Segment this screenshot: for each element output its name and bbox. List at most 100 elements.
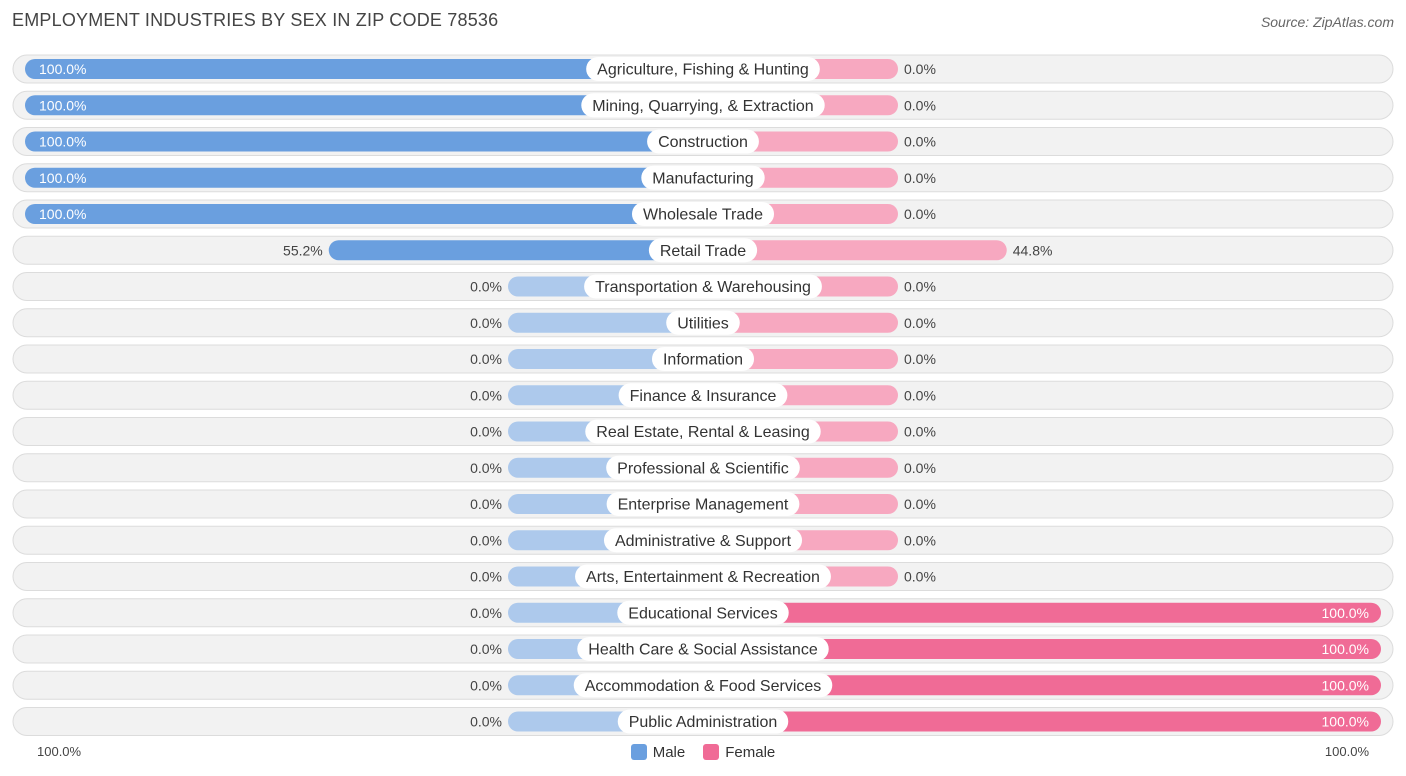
category-label-pill <box>631 202 775 226</box>
male-value-label: 0.0% <box>470 496 502 512</box>
category-label-pill <box>641 165 765 190</box>
female-value-label: 0.0% <box>904 97 936 113</box>
category-label: Mining, Quarrying, & Extraction <box>592 98 813 115</box>
female-value-label: 44.8% <box>1013 242 1053 258</box>
female-value-label: 0.0% <box>904 134 936 150</box>
category-label-pill <box>617 709 789 734</box>
category-label: Information <box>663 352 743 369</box>
female-value-label: 0.0% <box>904 496 936 512</box>
female-value-label: 0.0% <box>904 315 936 331</box>
female-value-label: 100.0% <box>1322 714 1369 730</box>
female-bar <box>703 675 1381 696</box>
category-label: Manufacturing <box>652 170 753 187</box>
female-value-label: 0.0% <box>904 460 936 476</box>
category-label-pill <box>606 492 800 516</box>
female-value-label: 0.0% <box>904 61 936 77</box>
female-value-label: 0.0% <box>904 532 936 548</box>
category-label-pill <box>586 57 820 81</box>
male-bar <box>508 312 703 333</box>
category-label: Educational Services <box>628 605 777 622</box>
category-label: Agriculture, Fishing & Hunting <box>597 62 809 79</box>
category-label: Professional & Scientific <box>617 460 789 477</box>
category-label: Wholesale Trade <box>643 207 763 224</box>
male-value-label: 0.0% <box>470 387 502 403</box>
category-label-pill <box>584 274 822 299</box>
male-value-label: 0.0% <box>470 641 502 657</box>
category-label-pill <box>575 564 831 589</box>
legend-swatch-female <box>703 744 720 760</box>
female-value-label: 0.0% <box>904 170 936 186</box>
chart-title: EMPLOYMENT INDUSTRIES BY SEX IN ZIP CODE… <box>12 10 499 30</box>
category-label-pill <box>666 310 740 335</box>
female-bar <box>703 312 898 333</box>
male-bar <box>25 59 703 79</box>
category-label: Arts, Entertainment & Recreation <box>586 569 820 586</box>
category-label: Public Administration <box>629 714 778 731</box>
female-value-label: 100.0% <box>1322 677 1369 693</box>
category-label-pill <box>573 673 833 698</box>
category-label-pill <box>581 93 825 118</box>
male-value-label: 0.0% <box>470 714 502 730</box>
category-label: Transportation & Warehousing <box>595 279 811 296</box>
male-value-label: 0.0% <box>470 279 502 295</box>
male-value-label: 100.0% <box>39 134 86 150</box>
chart-source: Source: ZipAtlas.com <box>1260 14 1394 30</box>
category-label: Finance & Insurance <box>630 388 777 405</box>
axis-left-label: 100.0% <box>37 744 82 759</box>
female-value-label: 0.0% <box>904 351 936 367</box>
category-label: Construction <box>658 134 748 151</box>
legend-label-male: Male <box>652 743 686 761</box>
category-label: Administrative & Support <box>615 533 792 550</box>
legend-swatch-male <box>630 744 647 760</box>
male-value-label: 0.0% <box>470 315 502 331</box>
category-label: Real Estate, Rental & Leasing <box>596 424 809 441</box>
category-label-pill <box>647 129 759 154</box>
male-value-label: 0.0% <box>470 605 502 621</box>
chart-svg: 100.0% 0.0% Agriculture, Fishing & Hunting… <box>12 54 1394 736</box>
male-value-label: 100.0% <box>39 206 86 222</box>
male-value-label: 100.0% <box>39 61 86 77</box>
female-bar <box>703 711 1381 732</box>
legend: Male Female <box>0 741 1406 763</box>
legend-item-female: Female <box>703 744 775 761</box>
female-value-label: 100.0% <box>1322 641 1369 657</box>
category-label-pill <box>606 455 800 480</box>
male-bar <box>25 95 703 116</box>
male-value-label: 0.0% <box>470 460 502 476</box>
female-value-label: 0.0% <box>904 206 936 222</box>
category-label-pill <box>651 347 755 371</box>
female-bar <box>703 602 1381 623</box>
female-value-label: 0.0% <box>904 279 936 295</box>
category-label-pill <box>577 637 829 661</box>
female-value-label: 0.0% <box>904 569 936 585</box>
category-label-pill <box>585 419 821 444</box>
legend-item-male: Male <box>630 743 686 761</box>
male-value-label: 0.0% <box>470 424 502 440</box>
category-label-pill <box>617 600 789 625</box>
category-label-pill <box>648 238 758 263</box>
male-value-label: 55.2% <box>283 242 323 258</box>
category-label: Retail Trade <box>660 243 746 260</box>
female-value-label: 100.0% <box>1322 605 1369 621</box>
category-label: Utilities <box>677 315 729 332</box>
male-bar <box>25 167 703 188</box>
female-bar <box>703 639 1381 659</box>
category-label-pill <box>618 383 788 408</box>
female-value-label: 0.0% <box>904 424 936 440</box>
male-value-label: 0.0% <box>470 532 502 548</box>
male-bar <box>328 240 703 261</box>
male-value-label: 0.0% <box>470 569 502 585</box>
male-value-label: 100.0% <box>39 97 86 113</box>
male-bar <box>25 131 703 152</box>
axis-right-label: 100.0% <box>1324 744 1369 759</box>
female-bar <box>703 240 1007 261</box>
legend-label-female: Female <box>725 743 776 761</box>
male-value-label: 100.0% <box>39 170 86 186</box>
category-label: Enterprise Management <box>618 497 789 514</box>
category-label-pill <box>603 528 803 553</box>
male-value-label: 0.0% <box>470 677 502 693</box>
male-value-label: 0.0% <box>470 351 502 367</box>
male-bar <box>25 204 703 224</box>
category-label: Accommodation & Food Services <box>585 678 822 695</box>
category-label: Health Care & Social Assistance <box>588 642 818 659</box>
